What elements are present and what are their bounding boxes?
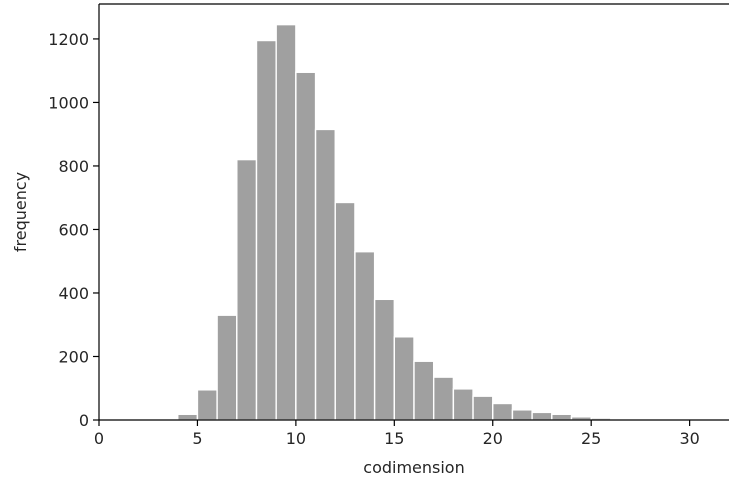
y-tick-label-800: 800 bbox=[58, 157, 89, 176]
bar-19 bbox=[472, 395, 494, 421]
x-tick-label-10: 10 bbox=[286, 429, 306, 448]
bar-18 bbox=[452, 388, 474, 421]
y-tick-label-1000: 1000 bbox=[48, 93, 89, 112]
bar-14 bbox=[373, 298, 396, 421]
x-axis-label: codimension bbox=[363, 458, 464, 477]
x-tick-label-30: 30 bbox=[679, 429, 699, 448]
bar-8 bbox=[255, 39, 277, 421]
bar-9 bbox=[275, 23, 297, 421]
bar-21 bbox=[511, 409, 533, 421]
bar-7 bbox=[236, 158, 258, 421]
y-tick-label-1200: 1200 bbox=[48, 30, 89, 49]
bar-5 bbox=[196, 389, 218, 421]
bar-20 bbox=[492, 402, 514, 421]
bar-11 bbox=[314, 128, 336, 421]
axes-frame bbox=[98, 3, 729, 421]
bar-6 bbox=[216, 314, 238, 421]
bar-22 bbox=[531, 411, 553, 421]
bar-12 bbox=[334, 201, 356, 421]
bars-group bbox=[177, 23, 711, 421]
x-tick-label-15: 15 bbox=[384, 429, 404, 448]
bar-15 bbox=[393, 336, 415, 421]
y-axis-label: frequency bbox=[11, 172, 30, 252]
y-tick-label-0: 0 bbox=[79, 411, 89, 430]
y-tick-label-600: 600 bbox=[58, 220, 89, 239]
y-axis-ticks: 0 200 400 600 800 1000 1200 bbox=[48, 30, 99, 430]
bar-23 bbox=[551, 413, 573, 421]
x-axis-ticks: 0 5 10 15 20 25 30 bbox=[94, 420, 700, 448]
bar-13 bbox=[354, 250, 376, 421]
x-tick-label-0: 0 bbox=[94, 429, 104, 448]
x-tick-label-5: 5 bbox=[192, 429, 202, 448]
bar-10 bbox=[295, 71, 317, 421]
y-tick-label-200: 200 bbox=[58, 347, 89, 366]
bar-16 bbox=[413, 360, 435, 421]
bar-17 bbox=[432, 376, 455, 421]
bar-4 bbox=[177, 413, 199, 421]
y-tick-label-400: 400 bbox=[58, 284, 89, 303]
x-tick-label-20: 20 bbox=[483, 429, 503, 448]
x-tick-label-25: 25 bbox=[581, 429, 601, 448]
